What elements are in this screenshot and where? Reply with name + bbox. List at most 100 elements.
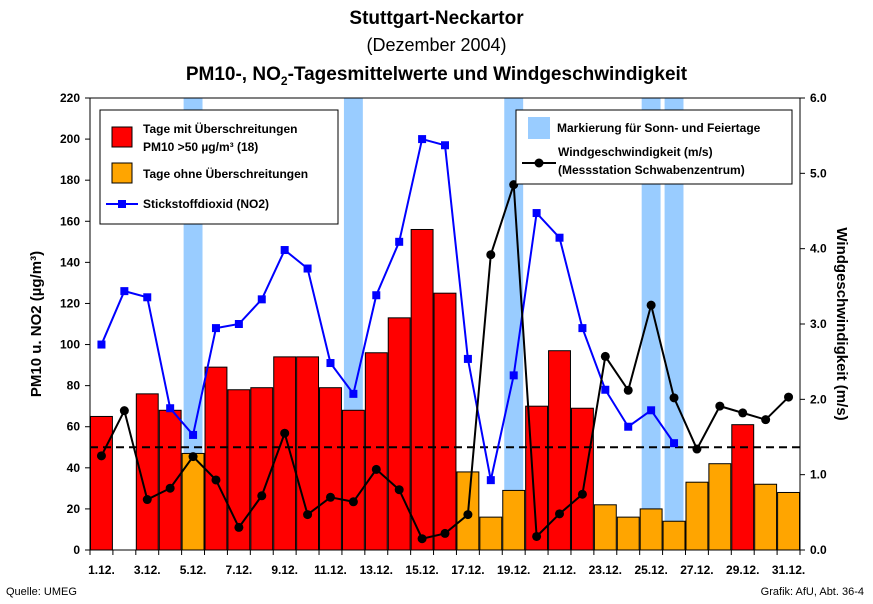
source-note: Quelle: UMEG bbox=[6, 586, 77, 598]
x-tick-label: 31.12. bbox=[772, 563, 805, 577]
pm10-bar bbox=[754, 483, 778, 551]
wind-marker bbox=[211, 475, 221, 485]
legend-noexceed-swatch bbox=[111, 162, 133, 184]
pm10-bar bbox=[90, 415, 113, 551]
y2-tick-label: 6.0 bbox=[810, 91, 827, 105]
x-tick-label: 3.12. bbox=[134, 563, 161, 577]
pm10-bar bbox=[685, 481, 709, 551]
legend-right-box bbox=[515, 109, 793, 185]
y-axis-title: PM10 u. NO2 (µg/m³) bbox=[28, 251, 45, 397]
title2-part-b: -Tagesmittelwerte und Windgeschwindigkei… bbox=[287, 64, 688, 85]
legend-wind-marker bbox=[534, 158, 544, 168]
no2-marker bbox=[624, 422, 633, 431]
pm10-bar bbox=[708, 463, 732, 551]
y-tick-label: 120 bbox=[60, 296, 80, 310]
x-tick-label: 15.12. bbox=[405, 563, 438, 577]
pm10-bar bbox=[296, 356, 320, 551]
wind-marker bbox=[555, 509, 565, 519]
pm10-bar bbox=[616, 516, 640, 551]
pm10-bar bbox=[777, 491, 801, 551]
x-tick-label: 19.12. bbox=[497, 563, 530, 577]
y-tick-label: 60 bbox=[67, 420, 81, 434]
no2-marker bbox=[578, 324, 587, 333]
pm10-bar bbox=[364, 352, 388, 551]
no2-marker bbox=[211, 324, 220, 333]
pm10-bar bbox=[250, 387, 274, 551]
no2-marker bbox=[326, 359, 335, 368]
wind-marker bbox=[119, 406, 129, 416]
pm10-bar bbox=[662, 520, 686, 551]
y-tick-label: 40 bbox=[67, 461, 81, 475]
legend-noexceed-label: Tage ohne Überschreitungen bbox=[143, 166, 308, 181]
no2-marker bbox=[143, 293, 152, 302]
legend-wind-label-2: (Messstation Schwabenzentrum) bbox=[558, 163, 745, 177]
wind-marker bbox=[692, 444, 702, 454]
y-tick-label: 160 bbox=[60, 214, 80, 228]
legend-weekend-label: Markierung für Sonn- und Feiertage bbox=[557, 121, 761, 135]
y-tick-label: 140 bbox=[60, 255, 80, 269]
no2-marker bbox=[441, 141, 449, 150]
no2-marker bbox=[120, 287, 129, 296]
no2-line bbox=[100, 137, 675, 481]
wind-marker bbox=[600, 351, 610, 361]
y-tick-label: 200 bbox=[60, 132, 80, 146]
no2-marker bbox=[509, 371, 518, 380]
legend-weekend-swatch bbox=[528, 117, 550, 139]
wind-marker bbox=[463, 510, 473, 520]
x-tick-label: 27.12. bbox=[680, 563, 713, 577]
y2-tick-label: 4.0 bbox=[810, 242, 827, 256]
pm10-bar bbox=[204, 366, 228, 551]
pm10-bar bbox=[502, 489, 526, 551]
legend-wind-label: Windgeschwindigkeit (m/s) bbox=[558, 145, 713, 159]
wind-marker bbox=[577, 489, 587, 499]
x-tick-label: 11.12. bbox=[314, 563, 347, 577]
wind-marker bbox=[394, 485, 404, 495]
wind-marker bbox=[623, 385, 633, 395]
title2-subscript: 2 bbox=[280, 73, 288, 88]
wind-marker bbox=[142, 495, 152, 505]
pm10-bar bbox=[479, 516, 503, 551]
legend-exceed-label-2: PM10 >50 µg/m³ (18) bbox=[143, 140, 258, 154]
y-tick-label: 100 bbox=[60, 338, 80, 352]
y2-axis-title: Windgeschwindigkeit (m/s) bbox=[833, 227, 850, 420]
no2-marker bbox=[166, 404, 175, 413]
credit-note: Grafik: AfU, Abt. 36-4 bbox=[760, 586, 864, 598]
no2-marker bbox=[555, 233, 564, 242]
no2-marker bbox=[97, 340, 106, 349]
wind-marker bbox=[371, 464, 381, 474]
pm10-bar bbox=[387, 317, 411, 551]
wind-marker bbox=[188, 452, 198, 462]
no2-marker bbox=[349, 389, 358, 398]
y-tick-label: 220 bbox=[60, 91, 80, 105]
no2-marker bbox=[463, 354, 472, 363]
legend-exceed-label: Tage mit Überschreitungen bbox=[143, 121, 297, 136]
no2-marker bbox=[395, 237, 404, 246]
wind-marker bbox=[440, 528, 450, 538]
wind-marker bbox=[348, 497, 358, 507]
x-tick-label: 5.12. bbox=[180, 563, 207, 577]
y2-tick-label: 5.0 bbox=[810, 166, 827, 180]
x-tick-label: 21.12. bbox=[543, 563, 576, 577]
no2-marker bbox=[189, 430, 198, 439]
y-tick-label: 20 bbox=[67, 502, 81, 516]
x-tick-label: 25.12. bbox=[634, 563, 667, 577]
pm10-bar bbox=[593, 504, 617, 551]
no2-marker bbox=[303, 264, 312, 273]
wind-marker bbox=[234, 522, 244, 532]
x-tick-label: 7.12. bbox=[226, 563, 253, 577]
pm10-bar bbox=[319, 387, 342, 551]
weekend-band bbox=[504, 98, 524, 550]
pm10-bar bbox=[341, 409, 365, 551]
wind-marker bbox=[761, 415, 771, 425]
wind-marker bbox=[784, 392, 794, 402]
weekend-band bbox=[641, 98, 661, 550]
y-tick-label: 0 bbox=[73, 543, 80, 557]
x-tick-label: 23.12. bbox=[589, 563, 622, 577]
wind-marker bbox=[165, 483, 175, 493]
wind-marker bbox=[646, 300, 656, 310]
no2-marker bbox=[372, 291, 381, 300]
x-tick-label: 1.12. bbox=[88, 563, 115, 577]
chart-title: Stuttgart-Neckartor bbox=[349, 8, 524, 29]
pm10-bar bbox=[731, 424, 755, 551]
